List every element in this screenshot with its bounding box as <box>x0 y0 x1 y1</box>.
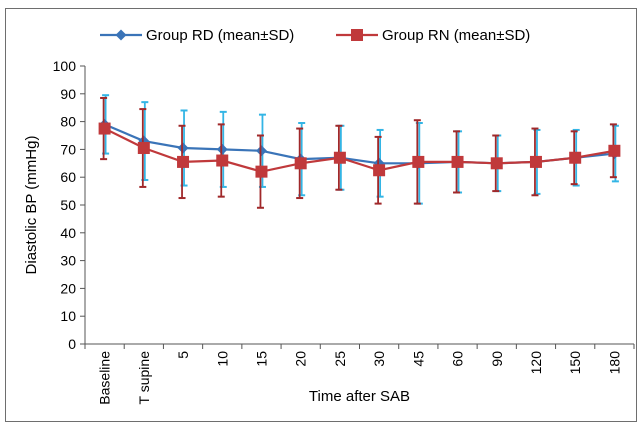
axes: 0 10 20 30 40 50 60 70 80 90 100 Baseline T supine 5… <box>53 58 635 405</box>
y-axis-title: Diastolic BP (mmHg) <box>23 136 40 275</box>
data-point <box>98 122 111 135</box>
x-tick-label: 180 <box>606 351 622 375</box>
x-tick-label: 25 <box>332 351 348 367</box>
x-tick-label: T supine <box>136 351 152 405</box>
x-tick-label: 15 <box>253 351 269 367</box>
y-axis-ticks: 0 10 20 30 40 50 60 70 80 90 100 <box>53 58 85 352</box>
data-point <box>177 155 190 168</box>
data-point <box>529 155 542 168</box>
data-point <box>608 144 621 157</box>
x-axis-ticks: Baseline T supine 5 10 15 20 25 30 45 60 90 120 150 1… <box>84 344 635 405</box>
x-tick-label: Baseline <box>97 351 113 405</box>
data-point <box>490 157 503 170</box>
x-tick-label: 20 <box>293 351 309 367</box>
chart-frame <box>5 8 637 422</box>
y-tick-label: 70 <box>60 141 76 157</box>
data-point <box>373 164 386 177</box>
data-point <box>294 157 307 170</box>
legend-marker <box>351 29 363 41</box>
data-point <box>255 165 268 178</box>
legend-item-2: Group RN (mean±SD) <box>336 27 530 44</box>
series-line <box>104 127 615 173</box>
y-tick-label: 40 <box>60 225 76 241</box>
y-tick-label: 10 <box>60 308 76 324</box>
series-2 <box>98 96 621 209</box>
legend-label: Group RD (mean±SD) <box>146 27 294 44</box>
x-tick-label: 10 <box>214 351 230 367</box>
legend-item-1: Group RD (mean±SD) <box>100 27 294 44</box>
x-tick-label: 60 <box>450 351 466 367</box>
y-tick-label: 90 <box>60 86 76 102</box>
y-tick-label: 60 <box>60 169 76 185</box>
data-point <box>451 155 464 168</box>
legend: Group RD (mean±SD) Group RN (mean±SD) <box>100 27 530 44</box>
x-tick-label: 150 <box>567 351 583 375</box>
x-tick-label: 45 <box>410 351 426 367</box>
data-point <box>216 154 229 167</box>
x-tick-label: 120 <box>528 351 544 375</box>
y-tick-label: 80 <box>60 114 76 130</box>
series-1 <box>99 94 620 205</box>
x-axis-title: Time after SAB <box>309 388 410 405</box>
x-tick-label: 30 <box>371 351 387 367</box>
y-tick-label: 100 <box>53 58 77 74</box>
y-tick-label: 20 <box>60 280 76 296</box>
x-tick-label: 90 <box>489 351 505 367</box>
data-point <box>569 151 582 164</box>
y-tick-label: 30 <box>60 253 76 269</box>
data-point <box>137 142 150 155</box>
data-point <box>333 151 346 164</box>
plot-area <box>98 94 621 209</box>
y-tick-label: 0 <box>68 336 76 352</box>
legend-marker <box>115 29 127 41</box>
data-point <box>255 145 267 157</box>
x-tick-label: 5 <box>175 351 191 359</box>
data-point <box>216 143 228 155</box>
data-point <box>177 142 189 154</box>
legend-label: Group RN (mean±SD) <box>382 27 530 44</box>
data-point <box>412 155 425 168</box>
y-tick-label: 50 <box>60 197 76 213</box>
